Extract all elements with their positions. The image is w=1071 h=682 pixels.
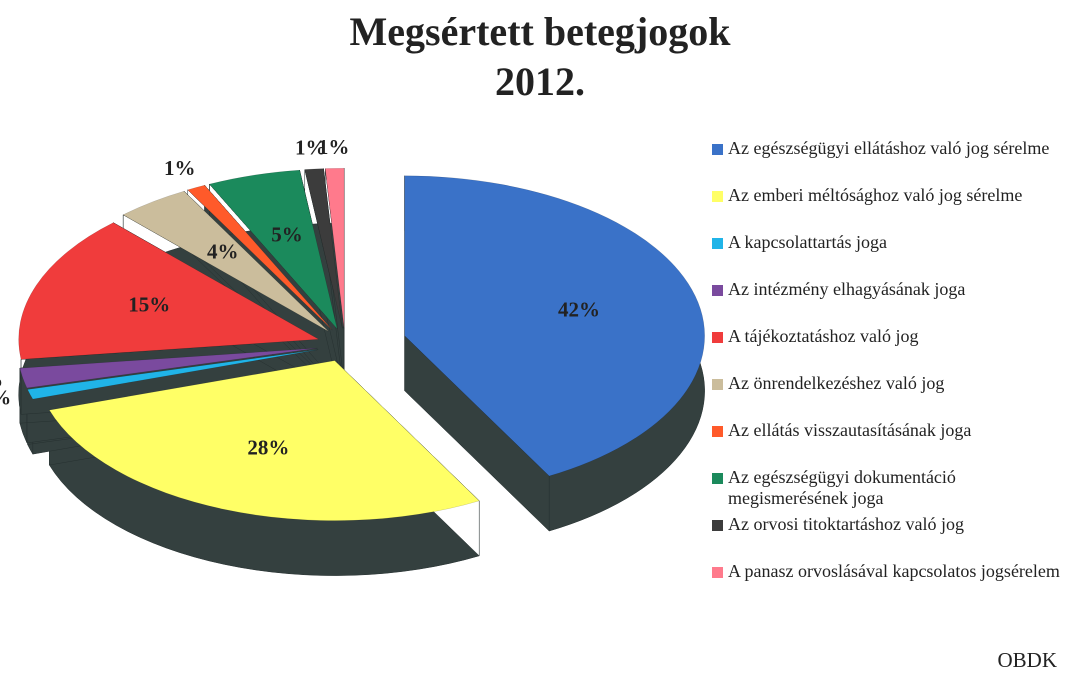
data-label: 1% (164, 156, 196, 180)
data-label: 5% (271, 222, 303, 246)
legend-swatch (712, 426, 723, 437)
legend-swatch (712, 520, 723, 531)
legend-label: A tájékoztatáshoz való jog (728, 326, 919, 346)
slice (18, 222, 320, 360)
slice (122, 190, 329, 332)
legend-swatch (712, 332, 723, 343)
legend-label: Az intézmény elhagyásának joga (728, 279, 966, 299)
legend-swatch (712, 191, 723, 202)
legend-label: A kapcsolattartás joga (728, 232, 887, 252)
legend: Az egészségügyi ellátáshoz való jog sére… (712, 138, 1062, 608)
legend-label: Az egészségügyi dokumentáció megismerésé… (728, 467, 956, 508)
legend-item: Az egészségügyi ellátáshoz való jog sére… (712, 138, 1062, 185)
legend-item: A panasz orvoslásával kapcsolatos jogsér… (712, 561, 1062, 608)
slice (325, 167, 345, 329)
legend-label: Az önrendelkezéshez való jog (728, 373, 945, 393)
legend-swatch (712, 238, 723, 249)
data-label: 1% (295, 136, 327, 160)
legend-label: A panasz orvoslásával kapcsolatos jogsér… (728, 561, 1060, 581)
slice (304, 168, 343, 329)
slice (48, 360, 480, 521)
legend-swatch (712, 379, 723, 390)
legend-label: Az egészségügyi ellátáshoz való jog sére… (728, 138, 1050, 158)
data-label: 4% (207, 240, 239, 264)
legend-item: A kapcsolattartás joga (712, 232, 1062, 279)
legend-swatch (712, 144, 723, 155)
legend-item: Az egészségügyi dokumentáció megismerésé… (712, 467, 1062, 514)
data-label: 1% (318, 135, 350, 159)
chart-title: Megsértett betegjogok (350, 9, 732, 54)
legend-label: Az orvosi titoktartáshoz való jog (728, 514, 964, 534)
slice (27, 349, 319, 400)
slice (19, 347, 318, 389)
legend-item: Az orvosi titoktartáshoz való jog (712, 514, 1062, 561)
legend-item: Az önrendelkezéshez való jog (712, 373, 1062, 420)
legend-item: Az intézmény elhagyásának joga (712, 279, 1062, 326)
slice (404, 175, 705, 477)
data-label: 1% (0, 385, 11, 409)
legend-swatch (712, 473, 723, 484)
data-label: 28% (247, 436, 289, 460)
source: OBDK (997, 648, 1057, 672)
slice (208, 169, 338, 330)
legend-label: Az emberi méltósághoz való jog sérelme (728, 185, 1023, 205)
legend-swatch (712, 285, 723, 296)
data-label: 42% (558, 298, 600, 322)
legend-swatch (712, 567, 723, 578)
legend-label: Az ellátás visszautasításának joga (728, 420, 972, 440)
data-label: 15% (128, 293, 170, 317)
slice (187, 184, 333, 331)
legend-item: A tájékoztatáshoz való jog (712, 326, 1062, 373)
chart-subtitle: 2012. (495, 59, 585, 104)
legend-item: Az ellátás visszautasításának joga (712, 420, 1062, 467)
legend-item: Az emberi méltósághoz való jog sérelme (712, 185, 1062, 232)
data-label: 2% (0, 368, 3, 392)
